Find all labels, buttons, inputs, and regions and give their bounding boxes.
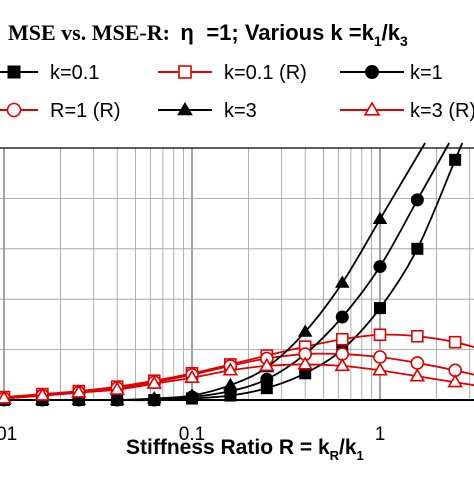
legend-label: k=3 (R) bbox=[410, 100, 474, 122]
data-point bbox=[184, 369, 200, 383]
legend-item: k=3 bbox=[158, 100, 257, 122]
data-point bbox=[374, 302, 386, 315]
data-point bbox=[411, 242, 424, 255]
x-tick-label: .01 bbox=[0, 424, 17, 445]
gridlines bbox=[0, 148, 474, 400]
x-axis-label: Stiffness Ratio R = kR/k1 bbox=[126, 436, 364, 463]
data-point bbox=[411, 329, 424, 343]
data-point bbox=[373, 260, 387, 274]
data-point bbox=[297, 324, 313, 337]
series-6 bbox=[0, 356, 474, 404]
legend-item: k=1 bbox=[340, 62, 443, 84]
x-tick-label: 0.1 bbox=[179, 424, 205, 445]
plot-frame bbox=[0, 148, 474, 400]
data-point bbox=[71, 392, 87, 405]
data-point bbox=[373, 350, 387, 364]
data-point bbox=[184, 388, 200, 401]
data-point bbox=[335, 310, 349, 324]
data-point bbox=[34, 387, 51, 401]
data-point bbox=[373, 328, 387, 342]
x-tick-labels: .01 0.1 1 bbox=[0, 424, 385, 445]
legend-marker bbox=[177, 101, 193, 116]
data-point bbox=[410, 193, 424, 207]
legend-label: R=1 (R) bbox=[50, 100, 121, 122]
data-point bbox=[372, 362, 388, 376]
legend-marker bbox=[363, 101, 381, 116]
data-point bbox=[335, 332, 349, 346]
data-point bbox=[147, 391, 162, 404]
data-point bbox=[223, 377, 238, 391]
chart-title: MSE vs. MSE-R: η =1; Various k =k1/k3 bbox=[8, 20, 408, 49]
legend-item: R=1 (R) bbox=[0, 100, 121, 122]
data-point bbox=[109, 392, 125, 405]
data-point bbox=[447, 374, 463, 388]
legend-label: k=0.1 bbox=[50, 62, 99, 84]
data-point bbox=[449, 153, 462, 166]
data-point bbox=[297, 356, 313, 370]
legend-item: k=0.1 (R) bbox=[158, 62, 307, 84]
legend-item: k=0.1 bbox=[0, 62, 99, 84]
legend-item: k=3 (R) bbox=[340, 100, 474, 122]
plot-area bbox=[0, 142, 474, 407]
data-point bbox=[334, 357, 351, 372]
legend: k=0.1 k=0.1 (R) k=1 R=1 (R) k=3 k=3 (R) bbox=[0, 62, 474, 122]
data-point bbox=[335, 275, 350, 288]
data-point bbox=[448, 335, 462, 349]
eta-symbol: η bbox=[180, 20, 193, 45]
data-point bbox=[71, 384, 87, 398]
legend-label: k=3 bbox=[224, 100, 257, 122]
data-point bbox=[0, 390, 12, 404]
data-point bbox=[222, 362, 239, 376]
legend-label: k=1 bbox=[410, 62, 443, 84]
legend-marker bbox=[6, 102, 22, 118]
data-point bbox=[410, 356, 425, 370]
legend-marker bbox=[7, 65, 21, 79]
x-tick-label: 1 bbox=[375, 424, 386, 445]
legend-label: k=0.1 (R) bbox=[224, 62, 307, 84]
data-point bbox=[372, 211, 388, 225]
series-layer bbox=[0, 142, 474, 407]
legend-marker bbox=[178, 65, 192, 79]
legend-marker bbox=[365, 65, 379, 79]
data-point bbox=[146, 375, 163, 389]
data-point bbox=[109, 381, 125, 395]
data-point bbox=[409, 368, 426, 382]
data-point bbox=[259, 357, 275, 372]
data-point bbox=[260, 372, 274, 386]
